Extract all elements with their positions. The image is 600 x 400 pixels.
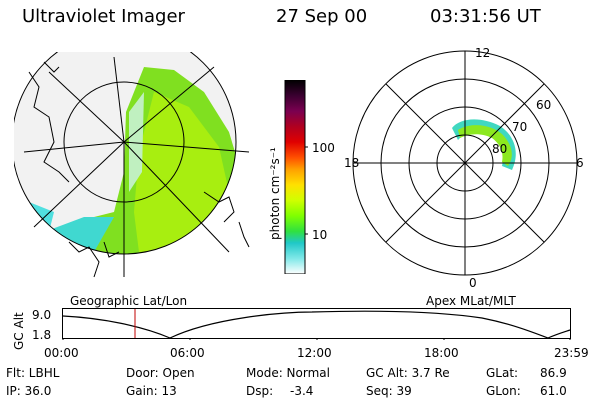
timeline-xtick-1800: 18:00 xyxy=(424,346,459,360)
header-date: 27 Sep 00 xyxy=(276,6,368,27)
timeline-xtick-0600: 06:00 xyxy=(170,346,205,360)
mlt-label-18: 18 xyxy=(344,156,360,170)
info-glat-value: 86.9 xyxy=(540,366,567,380)
right-map-caption: Apex MLat/MLT xyxy=(426,294,516,308)
apex-polar-map xyxy=(352,50,578,276)
timeline-ytick-low: 1.8 xyxy=(32,328,52,342)
mlt-label-12: 12 xyxy=(475,46,491,60)
colorbar-tick-10: 10 xyxy=(312,228,328,242)
timeline-xtick-1200: 12:00 xyxy=(297,346,332,360)
timeline-xtick-0000: 00:00 xyxy=(44,346,79,360)
header-time: 03:31:56 UT xyxy=(430,6,541,27)
mlt-label-0: 0 xyxy=(469,276,477,290)
timeline-ylabel: GC Alt xyxy=(12,312,26,350)
info-seq: Seq: 39 xyxy=(366,384,412,398)
timeline-ytick-high: 9.0 xyxy=(32,308,52,322)
mlt-label-6: 6 xyxy=(576,156,584,170)
altitude-timeline xyxy=(62,308,571,340)
geographic-map xyxy=(14,52,250,278)
info-mode: Mode: Normal xyxy=(246,366,330,380)
info-dsp-value: -3.4 xyxy=(290,384,314,398)
info-glat-label: GLat: xyxy=(486,366,519,380)
lat-label-80: 80 xyxy=(492,142,508,156)
color-scale-bar xyxy=(284,80,308,274)
info-dsp-label: Dsp: xyxy=(246,384,274,398)
info-door: Door: Open xyxy=(126,366,195,380)
info-ip: IP: 36.0 xyxy=(6,384,52,398)
info-flt: Flt: LBHL xyxy=(6,366,60,380)
lat-label-60: 60 xyxy=(536,98,552,112)
info-glon-label: GLon: xyxy=(486,384,521,398)
lat-label-70: 70 xyxy=(512,120,528,134)
info-gain: Gain: 13 xyxy=(126,384,177,398)
info-gcalt: GC Alt: 3.7 Re xyxy=(366,366,450,380)
left-map-caption: Geographic Lat/Lon xyxy=(70,294,188,308)
timeline-xtick-2359: 23:59 xyxy=(554,346,589,360)
colorbar-tick-100: 100 xyxy=(312,141,335,155)
colorbar-unit-label: photon cm⁻²s⁻¹ xyxy=(268,147,282,240)
app-title: Ultraviolet Imager xyxy=(22,6,185,27)
info-glon-value: 61.0 xyxy=(540,384,567,398)
